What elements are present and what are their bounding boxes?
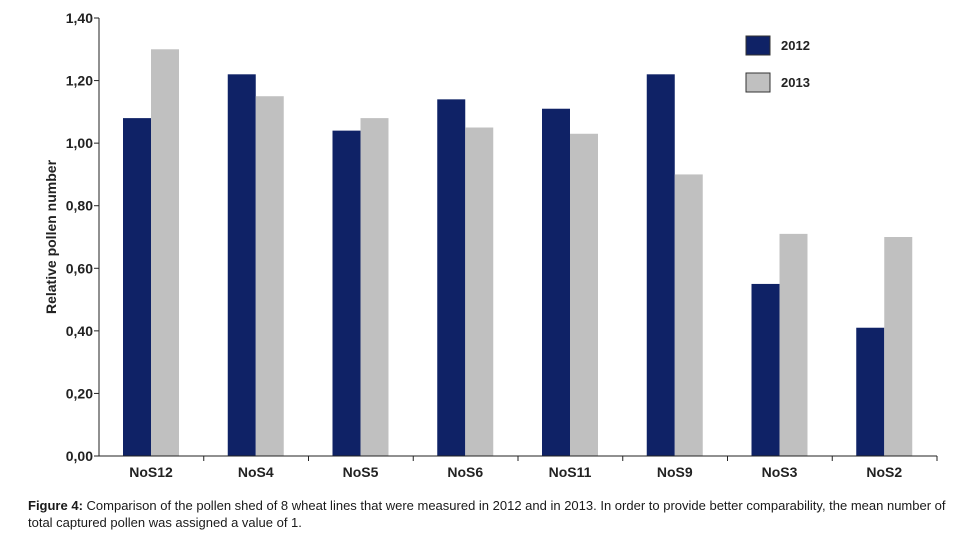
x-tick-label: NoS4 [238, 464, 274, 480]
bar-2012-NoS6 [437, 99, 466, 456]
bar-2013-NoS9 [674, 174, 703, 456]
bar-2013-NoS11 [570, 133, 598, 456]
bar-2012-NoS4 [227, 74, 256, 457]
bar-2012-NoS5 [332, 130, 361, 456]
legend: 2012 2013 [745, 35, 810, 93]
x-axis-category-labels: NoS12 NoS4 NoS5 NoS6 NoS11 NoS9 NoS3 NoS2 [129, 456, 938, 480]
y-tick-label: 1,40 [66, 10, 93, 26]
bar-2012-NoS9 [646, 74, 675, 457]
y-tick-label: 1,20 [66, 73, 93, 89]
x-tick-label: NoS5 [343, 464, 379, 480]
x-tick-label: NoS3 [762, 464, 798, 480]
bar-chart: 0,000,200,400,600,801,001,201,40 NoS12 No… [43, 10, 938, 480]
figure-caption: Figure 4: Comparison of the pollen shed … [28, 497, 953, 531]
x-tick-label: NoS2 [866, 464, 902, 480]
bar-2013-NoS5 [360, 118, 389, 456]
bar-2013-NoS12 [151, 49, 179, 457]
y-axis-ticks: 0,00 0,20 0,40 0,60 0,80 1,00 1,20 1,40 [66, 10, 99, 464]
bar-2012-NoS12 [123, 118, 151, 456]
bar-2013-NoS6 [465, 127, 494, 456]
bar-2013-NoS3 [779, 233, 808, 456]
y-tick-label: 0,20 [66, 385, 93, 401]
x-tick-label: NoS11 [549, 464, 592, 480]
bar-2013-NoS4 [255, 96, 284, 456]
y-tick-label: 0,60 [66, 260, 93, 276]
y-tick-label: 0,00 [66, 448, 93, 464]
bar-2012-NoS2 [856, 327, 885, 456]
legend-label-2013: 2013 [781, 75, 810, 90]
bar-2012-NoS3 [751, 283, 780, 456]
caption-text: Comparison of the pollen shed of 8 wheat… [28, 498, 946, 530]
bars [123, 49, 913, 457]
x-tick-label: NoS9 [657, 464, 693, 480]
bar-2012-NoS11 [542, 108, 570, 456]
x-tick-label: NoS6 [447, 464, 483, 480]
legend-swatch-2013 [745, 72, 771, 93]
y-tick-label: 1,00 [66, 135, 93, 151]
y-axis-title: Relative pollen number [43, 159, 59, 314]
caption-label: Figure 4: [28, 498, 83, 513]
x-tick-label: NoS12 [129, 464, 173, 480]
y-tick-label: 0,40 [66, 323, 93, 339]
legend-swatch-2012 [745, 35, 771, 56]
y-tick-label: 0,80 [66, 198, 93, 214]
bar-2013-NoS2 [884, 237, 913, 456]
legend-label-2012: 2012 [781, 38, 810, 53]
